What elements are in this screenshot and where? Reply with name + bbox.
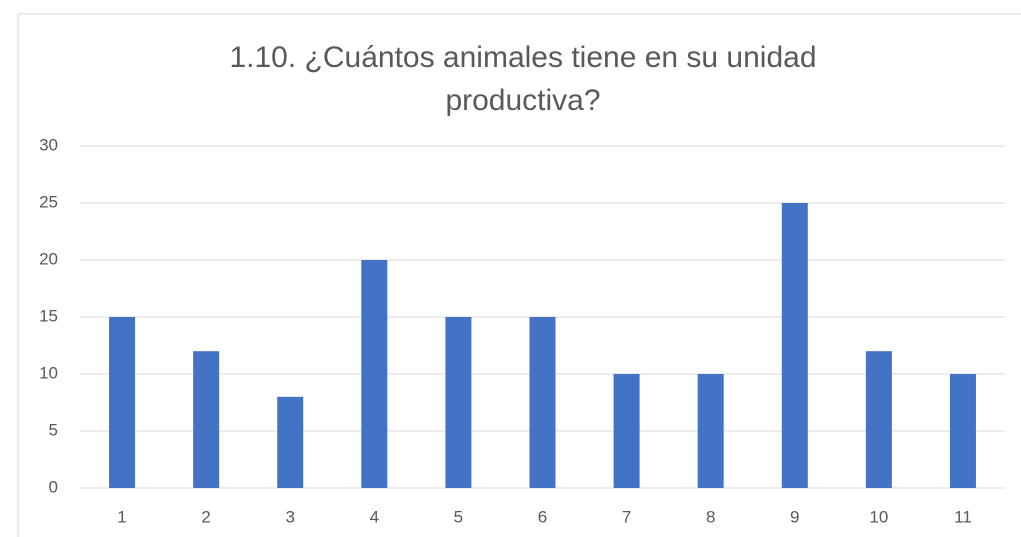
- bar: [109, 317, 136, 488]
- bar: [361, 260, 388, 488]
- bar: [277, 396, 304, 488]
- bar: [949, 374, 976, 488]
- bar: [445, 317, 472, 488]
- y-tick-label: 20: [39, 249, 58, 268]
- y-tick-label: 5: [49, 420, 58, 439]
- x-tick-label: 3: [285, 507, 294, 526]
- x-tick-label: 9: [790, 507, 799, 526]
- y-tick-label: 25: [39, 192, 58, 211]
- x-tick-label: 2: [201, 507, 210, 526]
- x-tick-label: 10: [869, 507, 888, 526]
- x-tick-label: 6: [538, 507, 547, 526]
- y-tick-label: 30: [39, 135, 58, 154]
- y-tick-label: 10: [39, 363, 58, 382]
- bar: [529, 317, 556, 488]
- chart-border: [17, 13, 1021, 537]
- bar: [697, 374, 724, 488]
- x-tick-label: 7: [622, 507, 631, 526]
- y-tick-label: 15: [39, 306, 58, 325]
- y-tick-label: 0: [49, 477, 58, 496]
- x-tick-label: 1: [117, 507, 126, 526]
- chart-title: 1.10. ¿Cuántos animales tiene en su unid…: [229, 41, 817, 117]
- x-tick-label: 11: [954, 507, 972, 526]
- x-tick-label: 8: [706, 507, 715, 526]
- x-tick-label: 4: [370, 507, 379, 526]
- x-tick-label: 5: [454, 507, 463, 526]
- bar: [193, 351, 220, 488]
- bar: [781, 203, 808, 488]
- bar: [613, 374, 640, 488]
- bar: [865, 351, 892, 488]
